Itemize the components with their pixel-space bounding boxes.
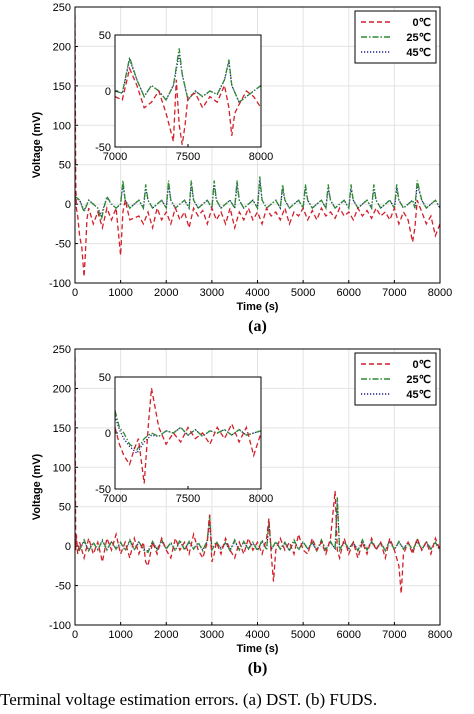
y-tick-label: 100 — [53, 120, 71, 132]
inset-y-tick-label: -50 — [95, 484, 111, 496]
y-tick-label: 200 — [53, 41, 71, 53]
y-tick-label: -50 — [55, 581, 71, 593]
inset-x-tick-label: 7500 — [176, 493, 200, 505]
x-axis-label: Time (s) — [237, 643, 279, 655]
inset-series-line-1 — [115, 410, 261, 451]
y-tick-label: 50 — [59, 160, 71, 172]
y-tick-label: 200 — [53, 383, 71, 395]
y-tick-label: 0 — [65, 541, 71, 553]
x-tick-label: 5000 — [291, 287, 315, 299]
x-tick-label: 0 — [72, 287, 78, 299]
legend-label-2: 45℃ — [406, 47, 431, 59]
legend-label-1: 25℃ — [406, 374, 431, 386]
series-line-1 — [75, 176, 440, 221]
y-axis-label: Voltage (mV) — [31, 453, 43, 520]
panel-label: (a) — [248, 318, 267, 335]
x-tick-label: 7000 — [382, 629, 406, 641]
y-tick-label: 100 — [53, 462, 71, 474]
inset-y-tick-label: 50 — [99, 372, 111, 384]
x-tick-label: 4000 — [245, 629, 269, 641]
x-tick-label: 6000 — [337, 629, 361, 641]
x-tick-label: 3000 — [200, 629, 224, 641]
y-tick-label: 0 — [65, 199, 71, 211]
x-tick-label: 2000 — [154, 629, 178, 641]
x-tick-label: 7000 — [382, 287, 406, 299]
chart-panel-a: 0 1000 2000 3000 4000 5000 6000 7000 8000-100-50… — [31, 2, 452, 335]
inset-series-line-0 — [115, 66, 261, 145]
series-line-0 — [75, 14, 440, 277]
y-tick-label: -100 — [49, 620, 71, 632]
figure-caption: Terminal voltage estimation errors. (a) … — [0, 690, 378, 709]
x-tick-label: 2000 — [154, 287, 178, 299]
legend-box — [354, 352, 437, 406]
inset-x-tick-label: 7000 — [103, 493, 127, 505]
x-tick-label: 0 — [72, 629, 78, 641]
inset-y-tick-label: -50 — [95, 142, 111, 154]
legend-box — [354, 10, 437, 64]
legend-label-1: 25℃ — [406, 32, 431, 44]
inset-x-tick-label: 7500 — [176, 151, 200, 163]
plot-border — [74, 6, 441, 284]
inset-x-tick-label: 8000 — [249, 151, 273, 163]
inset-plot-area — [115, 35, 261, 147]
inset-x-tick-label: 8000 — [249, 493, 273, 505]
x-axis-label: Time (s) — [237, 301, 279, 313]
y-tick-label: 150 — [53, 423, 71, 435]
x-tick-label: 1000 — [108, 629, 132, 641]
series-line-0 — [75, 356, 440, 594]
y-tick-label: 250 — [53, 344, 71, 356]
inset-x-tick-label: 7000 — [103, 151, 127, 163]
y-tick-label: 50 — [59, 502, 71, 514]
inset-plot-area — [115, 377, 261, 489]
plot-border — [74, 348, 441, 626]
legend-label-0: 0℃ — [413, 359, 431, 371]
legend-label-0: 0℃ — [413, 17, 431, 29]
legend-label-2: 45℃ — [406, 389, 431, 401]
y-axis-label: Voltage (mV) — [31, 111, 43, 178]
inset-y-tick-label: 0 — [105, 428, 111, 440]
x-tick-label: 8000 — [428, 629, 452, 641]
y-tick-label: 150 — [53, 81, 71, 93]
inset-y-tick-label: 0 — [105, 86, 111, 98]
y-tick-label: 250 — [53, 2, 71, 14]
chart-panel-b: 0 1000 2000 3000 4000 5000 6000 7000 8000-100-50… — [31, 344, 452, 677]
x-tick-label: 3000 — [200, 287, 224, 299]
x-tick-label: 4000 — [245, 287, 269, 299]
panel-label: (b) — [248, 660, 268, 677]
inset-series-line-0 — [115, 388, 261, 484]
x-tick-label: 8000 — [428, 287, 452, 299]
y-tick-label: -100 — [49, 278, 71, 290]
x-tick-label: 1000 — [108, 287, 132, 299]
inset-y-tick-label: 50 — [99, 30, 111, 42]
y-tick-label: -50 — [55, 239, 71, 251]
x-tick-label: 6000 — [337, 287, 361, 299]
x-tick-label: 5000 — [291, 629, 315, 641]
